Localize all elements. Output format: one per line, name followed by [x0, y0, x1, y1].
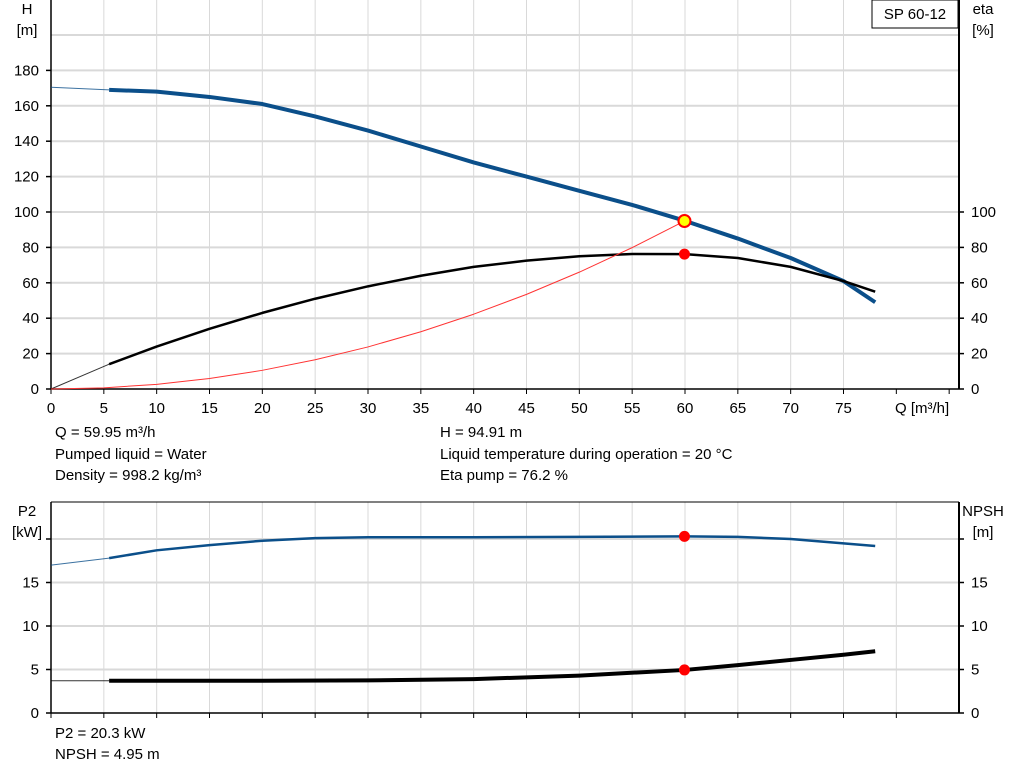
y-tick-label-right: 60 [971, 275, 988, 292]
info-p2: P2 = 20.3 kW [55, 725, 146, 742]
y-tick-label-left: 160 [14, 98, 39, 115]
y-tick-label-left: 60 [22, 275, 39, 292]
y-tick-label-left: 0 [31, 705, 39, 722]
y-axis-label-right: [%] [972, 22, 994, 39]
head-duty-point [677, 214, 692, 229]
info-flow: Q = 59.95 m³/h [55, 424, 156, 441]
info-head: H = 94.91 m [440, 424, 523, 441]
x-tick-label: 45 [518, 400, 535, 417]
x-tick-label: 10 [148, 400, 165, 417]
x-tick-label: 25 [307, 400, 324, 417]
head-curve [109, 87, 877, 304]
x-tick-label: 55 [624, 400, 641, 417]
npsh-duty-point [678, 664, 690, 676]
x-tick-label: 70 [782, 400, 799, 417]
pump-label: SP 60-12 [884, 6, 946, 23]
y-tick-label-left: 180 [14, 62, 39, 79]
y-tick-label-left: 120 [14, 169, 39, 186]
y-tick-label-left: 10 [22, 618, 39, 635]
npsh-curve [109, 649, 876, 683]
y-tick-label-left: 0 [31, 381, 39, 398]
system-curve [50, 220, 685, 390]
y-tick-label-right: 15 [971, 575, 988, 592]
y-tick-label-left: 15 [22, 575, 39, 592]
y-axis-label-left: H [22, 1, 33, 18]
y-tick-label-right: 80 [971, 239, 988, 256]
y-axis-label-right: NPSH [962, 503, 1004, 520]
y-axis-label-right: [m] [973, 524, 994, 541]
info-density: Density = 998.2 kg/m³ [55, 467, 202, 484]
y-tick-label-right: 10 [971, 618, 988, 635]
info-liquid: Pumped liquid = Water [55, 446, 207, 463]
eta-curve-extension [50, 363, 110, 390]
y-axis-label-right: eta [973, 1, 995, 18]
x-tick-label: 15 [201, 400, 218, 417]
y-tick-label-right: 5 [971, 662, 979, 679]
info-npsh: NPSH = 4.95 m [55, 746, 160, 763]
x-tick-label: 5 [100, 400, 108, 417]
eta-curve [108, 252, 876, 366]
y-tick-label-left: 5 [31, 662, 39, 679]
x-tick-label: 50 [571, 400, 588, 417]
x-tick-label: 0 [47, 400, 55, 417]
y-axis-label-left: [m] [17, 22, 38, 39]
x-axis-label: Q [m³/h] [895, 400, 949, 417]
y-tick-label-left: 100 [14, 204, 39, 221]
info-temperature: Liquid temperature during operation = 20… [440, 446, 733, 463]
y-tick-label-left: 40 [22, 310, 39, 327]
x-tick-label: 75 [835, 400, 852, 417]
y-tick-label-left: 140 [14, 133, 39, 150]
y-axis-label-left: [kW] [12, 524, 42, 541]
y-tick-label-right: 20 [971, 346, 988, 363]
head-curve-extension [50, 86, 110, 91]
y-axis-label-left: P2 [18, 503, 36, 520]
pump-label-box [871, 0, 959, 29]
y-tick-label-right: 0 [971, 705, 979, 722]
y-tick-label-right: 0 [971, 381, 979, 398]
p2-curve-extension [50, 557, 110, 566]
x-tick-label: 60 [677, 400, 694, 417]
y-tick-label-right: 40 [971, 310, 988, 327]
x-tick-label: 65 [729, 400, 746, 417]
x-tick-label: 30 [360, 400, 377, 417]
x-tick-label: 40 [465, 400, 482, 417]
x-tick-label: 20 [254, 400, 271, 417]
p2-curve [108, 535, 876, 560]
y-tick-label-left: 20 [22, 346, 39, 363]
x-tick-label: 35 [412, 400, 429, 417]
p2-duty-point [678, 530, 690, 542]
info-eta: Eta pump = 76.2 % [440, 467, 568, 484]
eta-duty-point [678, 248, 690, 260]
y-tick-label-right: 100 [971, 204, 996, 221]
y-tick-label-left: 80 [22, 239, 39, 256]
